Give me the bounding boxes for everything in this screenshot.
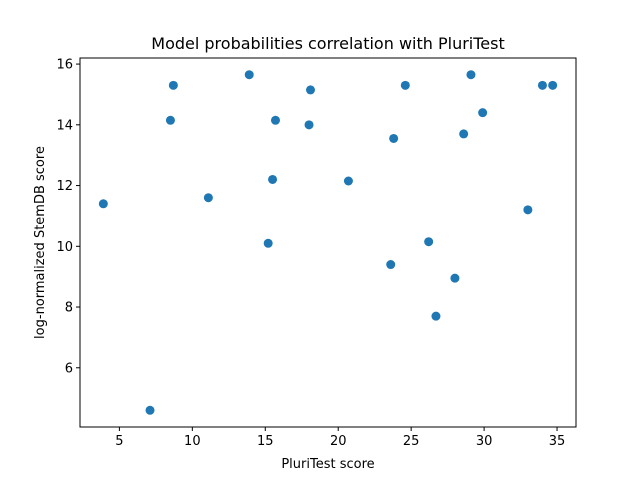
data-point-4 (203, 193, 213, 203)
y-tick-label: 6 (65, 361, 73, 376)
x-tick-label: 15 (257, 434, 274, 449)
points-layer (98, 70, 558, 415)
x-tick-label: 35 (549, 434, 566, 449)
x-tick-label: 10 (184, 434, 201, 449)
y-axis: 6 8 10 12 14 16 (56, 58, 80, 376)
data-point-20 (478, 108, 488, 118)
data-point-3 (168, 80, 178, 90)
data-point-8 (270, 115, 280, 125)
data-point-14 (400, 80, 410, 90)
data-point-17 (450, 273, 460, 283)
data-point-10 (305, 85, 315, 95)
data-point-1 (145, 405, 155, 415)
data-point-16 (431, 311, 441, 321)
data-point-22 (537, 80, 547, 90)
data-point-19 (466, 70, 476, 80)
y-tick-label: 14 (56, 118, 73, 133)
data-point-12 (386, 260, 396, 270)
x-tick-label: 30 (476, 434, 493, 449)
data-point-15 (424, 237, 434, 247)
x-tick-label: 5 (115, 434, 123, 449)
y-tick-label: 8 (65, 301, 73, 316)
x-axis-label: PluriTest score (281, 457, 374, 472)
data-point-2 (165, 115, 175, 125)
plot-frame (79, 57, 577, 428)
data-point-23 (548, 80, 558, 90)
data-point-13 (389, 133, 399, 143)
data-point-7 (268, 174, 278, 184)
y-tick-label: 10 (56, 240, 73, 255)
data-point-21 (523, 205, 533, 215)
data-point-18 (459, 129, 469, 139)
x-axis: 5 10 15 20 25 30 35 (115, 427, 565, 449)
data-point-5 (244, 70, 254, 80)
data-point-0 (98, 199, 108, 209)
chart-title: Model probabilities correlation with Plu… (151, 34, 504, 53)
data-point-11 (343, 176, 353, 186)
y-tick-label: 12 (56, 179, 73, 194)
x-tick-label: 20 (330, 434, 347, 449)
y-tick-label: 16 (56, 58, 73, 73)
y-axis-label: log-normalized StemDB score (33, 146, 48, 339)
data-point-9 (304, 120, 314, 130)
data-point-6 (263, 238, 273, 248)
x-tick-label: 25 (403, 434, 420, 449)
